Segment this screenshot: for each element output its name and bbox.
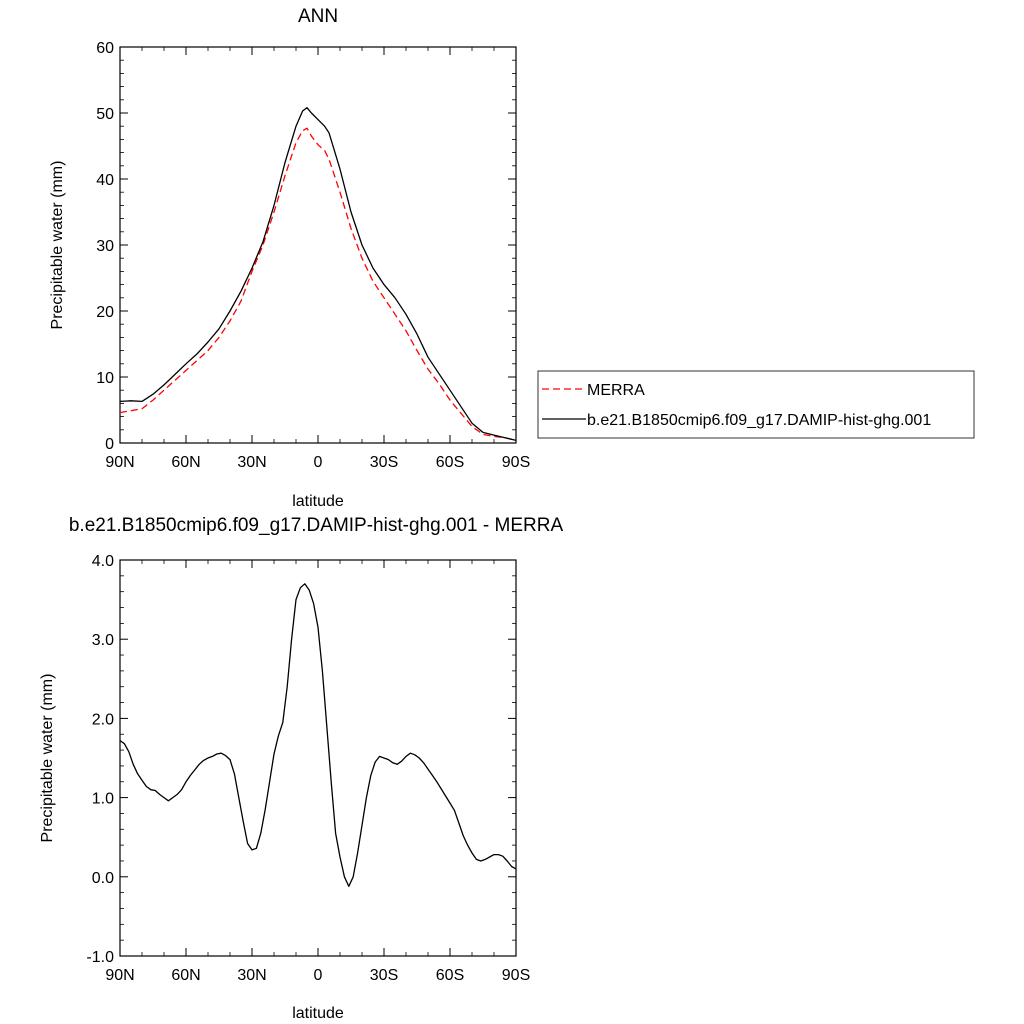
- x-tick-label: 90N: [105, 454, 134, 471]
- y-tick-label: 2.0: [92, 711, 114, 728]
- x-tick-label: 30S: [370, 454, 398, 471]
- series-lines: [119, 107, 517, 442]
- y-tick-label: 3.0: [92, 632, 114, 649]
- x-tick-label: 90N: [105, 967, 134, 984]
- series-line-0: [119, 127, 517, 442]
- x-tick-label: 90S: [502, 967, 530, 984]
- x-tick-label: 90S: [502, 454, 530, 471]
- chart-title: b.e21.B1850cmip6.f09_g17.DAMIP-hist-ghg.…: [69, 515, 564, 536]
- axis-ticks: 90N 60N 30N 0 30S 60S 90S -1.0 0.0 1.0 2.0 3.0 4.0: [86, 553, 530, 984]
- y-tick-label: 60: [96, 40, 114, 57]
- y-tick-label: 10: [96, 370, 114, 387]
- legend-label-merra: MERRA: [587, 382, 645, 399]
- difference-panel: b.e21.B1850cmip6.f09_g17.DAMIP-hist-ghg.…: [39, 515, 563, 1022]
- y-tick-label: 20: [96, 304, 114, 321]
- series-lines: [119, 583, 517, 887]
- x-tick-label: 60S: [436, 967, 464, 984]
- x-axis-label: latitude: [292, 493, 344, 510]
- y-tick-label: -1.0: [86, 949, 114, 966]
- axis-ticks: 90N 60N 30N 0 30S 60S 90S 0 10 20 30 40 50 60: [96, 40, 530, 471]
- y-tick-label: 50: [96, 106, 114, 123]
- y-tick-label: 0: [105, 436, 114, 453]
- y-axis-label: Precipitable water (mm): [39, 674, 56, 843]
- legend-box: [537, 370, 975, 439]
- y-tick-label: 0.0: [92, 870, 114, 887]
- y-tick-label: 40: [96, 172, 114, 189]
- x-tick-label: 30N: [237, 454, 266, 471]
- x-tick-label: 30N: [237, 967, 266, 984]
- x-tick-label: 30S: [370, 967, 398, 984]
- chart-title: ANN: [298, 6, 338, 27]
- y-tick-label: 4.0: [92, 553, 114, 570]
- plot-frame: [119, 559, 517, 957]
- x-axis-label: latitude: [292, 1005, 344, 1022]
- y-tick-label: 1.0: [92, 791, 114, 808]
- legend: MERRA b.e21.B1850cmip6.f09_g17.DAMIP-his…: [537, 370, 975, 439]
- y-axis-label: Precipitable water (mm): [49, 161, 66, 330]
- precipitable-water-panel: ANN 90N 60N 30N 0 30S 60S 90S 0 10 20 30 40 50 60 lat…: [49, 6, 530, 510]
- series-line-0: [119, 583, 517, 887]
- y-tick-label: 30: [96, 238, 114, 255]
- x-tick-label: 60N: [171, 967, 200, 984]
- plot-frame: [119, 46, 517, 444]
- legend-label-model: b.e21.B1850cmip6.f09_g17.DAMIP-hist-ghg.…: [587, 412, 931, 429]
- x-tick-label: 60N: [171, 454, 200, 471]
- x-tick-label: 0: [314, 454, 323, 471]
- x-tick-label: 60S: [436, 454, 464, 471]
- x-tick-label: 0: [314, 967, 323, 984]
- series-line-1: [119, 107, 517, 442]
